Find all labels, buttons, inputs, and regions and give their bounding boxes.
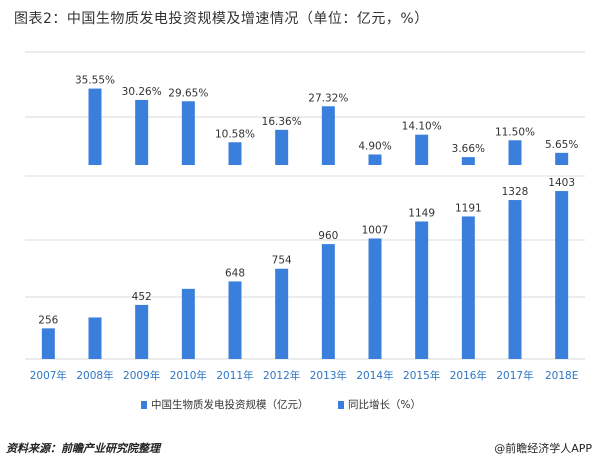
growth-bar: [228, 142, 242, 165]
growth-bar: [88, 88, 102, 165]
growth-bar: [181, 101, 195, 165]
growth-bar: [321, 106, 335, 165]
growth-data-label: 27.32%: [308, 92, 348, 104]
scale-data-label: 648: [225, 267, 245, 279]
x-tick-label: 2016年: [450, 369, 487, 382]
scale-bar: [508, 200, 522, 359]
scale-bar: [135, 304, 149, 359]
x-tick-label: 2018E: [545, 370, 578, 382]
growth-bar: [555, 152, 569, 165]
growth-data-label: 29.65%: [168, 87, 208, 99]
scale-bar: [181, 288, 195, 359]
scale-bar: [228, 281, 242, 359]
scale-bar: [461, 216, 475, 359]
x-tick-label: 2011年: [216, 369, 253, 382]
growth-bar: [415, 134, 429, 165]
scale-data-label: 1328: [502, 186, 529, 198]
growth-data-label: 4.90%: [358, 140, 391, 152]
growth-bar: [508, 140, 522, 165]
growth-bar: [368, 154, 382, 165]
scale-data-label: 1149: [408, 207, 435, 219]
growth-data-label: 14.10%: [402, 121, 442, 133]
source-note: 资料来源：前瞻产业研究院整理: [6, 442, 160, 455]
scale-data-label: 1007: [362, 224, 389, 236]
scale-bar: [368, 238, 382, 359]
growth-bar: [461, 157, 475, 165]
growth-data-label: 5.65%: [545, 139, 578, 151]
chart-title: 图表2：中国生物质发电投资规模及增速情况（单位：亿元，%）: [14, 11, 429, 27]
x-tick-label: 2014年: [356, 369, 393, 382]
x-tick-label: 2015年: [403, 369, 440, 382]
x-tick-label: 2010年: [170, 369, 207, 382]
growth-bar: [135, 99, 149, 165]
scale-data-label: 754: [272, 255, 292, 267]
scale-bar: [275, 268, 289, 359]
scale-bar: [555, 191, 569, 359]
scale-bar: [321, 244, 335, 359]
legend-label: 中国生物质发电投资规模（亿元）: [151, 398, 309, 411]
x-tick-label: 2013年: [310, 369, 347, 382]
growth-data-label: 10.58%: [215, 128, 255, 140]
growth-bar: [275, 129, 289, 165]
x-tick-label: 2008年: [76, 369, 113, 382]
legend-label: 同比增长（%）: [348, 398, 421, 411]
scale-data-label: 452: [132, 291, 152, 303]
x-tick-label: 2007年: [30, 369, 67, 382]
scale-data-label: 256: [38, 314, 58, 326]
growth-data-label: 16.36%: [262, 116, 302, 128]
scale-data-label: 960: [318, 230, 338, 242]
scale-bar: [41, 328, 55, 359]
growth-data-label: 30.26%: [122, 86, 162, 98]
growth-data-label: 11.50%: [495, 126, 535, 138]
legend-swatch: [141, 401, 147, 409]
scale-bar: [88, 317, 102, 359]
x-tick-label: 2017年: [496, 369, 533, 382]
growth-data-label: 3.66%: [452, 143, 485, 155]
scale-data-label: 1191: [455, 202, 482, 214]
x-tick-label: 2009年: [123, 369, 160, 382]
scale-bar: [415, 221, 429, 359]
growth-data-label: 35.55%: [75, 75, 115, 87]
brand-watermark: @前瞻经济学人APP: [494, 442, 592, 455]
scale-data-label: 1403: [548, 177, 575, 189]
x-tick-label: 2012年: [263, 369, 300, 382]
legend-swatch: [338, 401, 344, 409]
